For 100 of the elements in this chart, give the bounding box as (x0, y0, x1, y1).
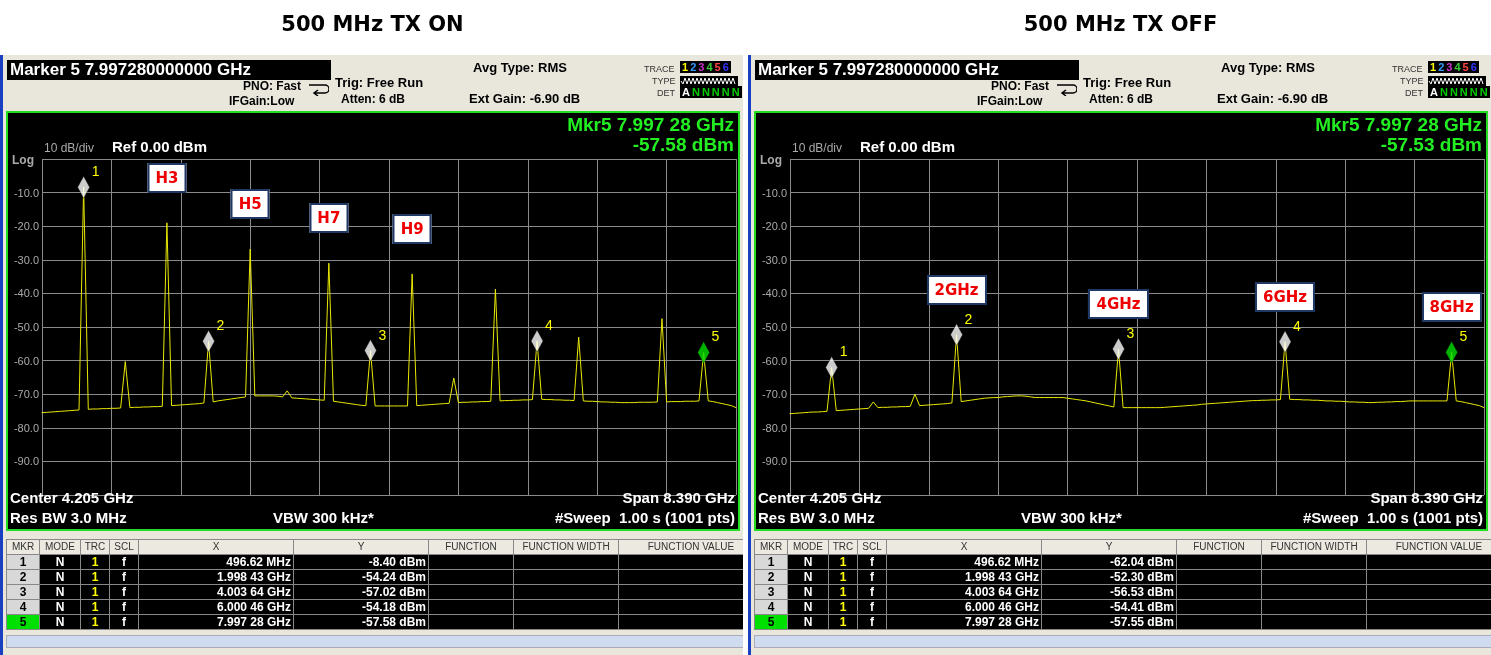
text: f (857, 584, 887, 600)
text: -54.18 dBm (293, 599, 429, 615)
text: N (787, 614, 829, 630)
annotation: 1 (839, 343, 848, 360)
text: Ext Gain: -6.90 dB (469, 91, 581, 106)
text: N (787, 599, 829, 615)
text: PNO: Fast (991, 79, 1050, 93)
annotation: H7 (309, 203, 349, 234)
text: 496.62 MHz (138, 554, 294, 570)
text: -57.58 dBm (632, 134, 734, 156)
text: Ref 0.00 dBm (112, 138, 208, 155)
annotation: 3 (378, 326, 387, 343)
text: Trig: Free Run (335, 75, 424, 90)
text: TYPE (652, 76, 676, 86)
text: 3 (6, 584, 40, 600)
text: 4 (754, 599, 788, 615)
text: N (787, 584, 829, 600)
text: MKR (6, 539, 40, 555)
text: 10 dB/div (44, 141, 95, 155)
text: MODE (39, 539, 81, 555)
text: #Sweep 1.00 s (1001 pts) (1302, 509, 1483, 526)
text: TYPE (1400, 76, 1424, 86)
text: -57.53 dBm (1380, 134, 1482, 156)
annotation: Span 8.390 GHz (622, 489, 735, 506)
text: 1 (828, 554, 858, 570)
text: TRC (828, 539, 858, 555)
y-tick-label: -70.0 (761, 388, 787, 401)
text: FUNCTION VALUE (1366, 539, 1491, 555)
text: -8.40 dBm (293, 554, 429, 570)
text: 1 (828, 569, 858, 585)
y-tick-label: -50.0 (13, 321, 39, 333)
text: 1.998 43 GHz (886, 569, 1042, 585)
text: IFGain:Low (977, 94, 1043, 108)
text: FUNCTION WIDTH (1261, 539, 1367, 555)
text: -62.04 dBm (1041, 554, 1177, 570)
annotation: Center 4.205 GHz (758, 489, 882, 506)
text: 1 (754, 554, 788, 570)
text: 5 (6, 614, 40, 630)
chart-title: 500 MHz TX OFF (1022, 12, 1219, 36)
y-tick-label: -90.0 (761, 455, 787, 468)
text: VBW 300 kHz* (1021, 509, 1122, 526)
text: SCL (109, 539, 139, 555)
text: 6.000 46 GHz (886, 599, 1042, 615)
y-tick-label: -90.0 (13, 455, 39, 468)
text: Res BW 3.0 MHz (10, 509, 127, 526)
text: 10 dB/div (792, 141, 843, 155)
text: Marker 5 7.997280000000 GHz (755, 60, 1079, 80)
text: Ext Gain: -6.90 dB (1217, 91, 1329, 106)
annotation: 2 (216, 317, 225, 334)
text: 1 (828, 614, 858, 630)
text: 496.62 MHz (886, 554, 1042, 570)
text: 1 (80, 584, 110, 600)
y-tick-label: -80.0 (13, 421, 39, 434)
text: f (857, 554, 887, 570)
text: Mkr5 7.997 28 GHz (567, 114, 734, 136)
text: Avg Type: RMS (473, 60, 567, 75)
text: Mkr5 7.997 28 GHz (1315, 114, 1482, 136)
text: FUNCTION VALUE (647, 541, 735, 552)
annotation: 4 (545, 317, 553, 334)
text: 1.998 43 GHz (138, 569, 294, 585)
text: N (39, 599, 81, 615)
text: 4 (6, 599, 40, 615)
text: N (39, 614, 81, 630)
chart-title: 500 MHz TX ON (280, 12, 465, 36)
y-tick-label: -30.0 (13, 253, 39, 266)
text: 1 (828, 599, 858, 615)
text: IFGain:Low (229, 94, 295, 108)
text: DET (657, 88, 675, 98)
text: #Sweep 1.00 s (1001 pts) (554, 509, 735, 526)
text: -57.02 dBm (293, 584, 429, 600)
y-tick-label: -40.0 (761, 287, 787, 300)
text: Y (293, 539, 429, 555)
text: Avg Type: RMS (1221, 60, 1315, 75)
text: -57.58 dBm (293, 614, 429, 630)
text: DET (1405, 88, 1423, 98)
annotation: Span 8.390 GHz (1370, 489, 1483, 506)
y-tick-label: -50.0 (761, 321, 787, 333)
text: 5 (754, 614, 788, 630)
text: 123456 (1429, 61, 1478, 73)
text: 3 (754, 584, 788, 600)
annotation: 4 (1293, 317, 1301, 334)
annotation: 5 (1459, 328, 1468, 345)
text: 1 (80, 599, 110, 615)
text: f (109, 614, 139, 630)
text: -56.53 dBm (1041, 584, 1177, 600)
annotation: H3 (147, 162, 187, 193)
text: MODE (787, 539, 829, 555)
y-tick-label: -60.0 (13, 354, 39, 367)
y-tick-label: -20.0 (13, 220, 39, 233)
text: -57.55 dBm (1041, 614, 1177, 630)
text: f (109, 599, 139, 615)
text: 7.997 28 GHz (138, 614, 294, 630)
annotation: 2GHz (926, 274, 987, 305)
text: FUNCTION (428, 539, 514, 555)
text: FUNCTION WIDTH (513, 539, 619, 555)
text: f (109, 569, 139, 585)
text: f (857, 614, 887, 630)
text: X (138, 539, 294, 555)
text: -54.24 dBm (293, 569, 429, 585)
text: -54.41 dBm (1041, 599, 1177, 615)
